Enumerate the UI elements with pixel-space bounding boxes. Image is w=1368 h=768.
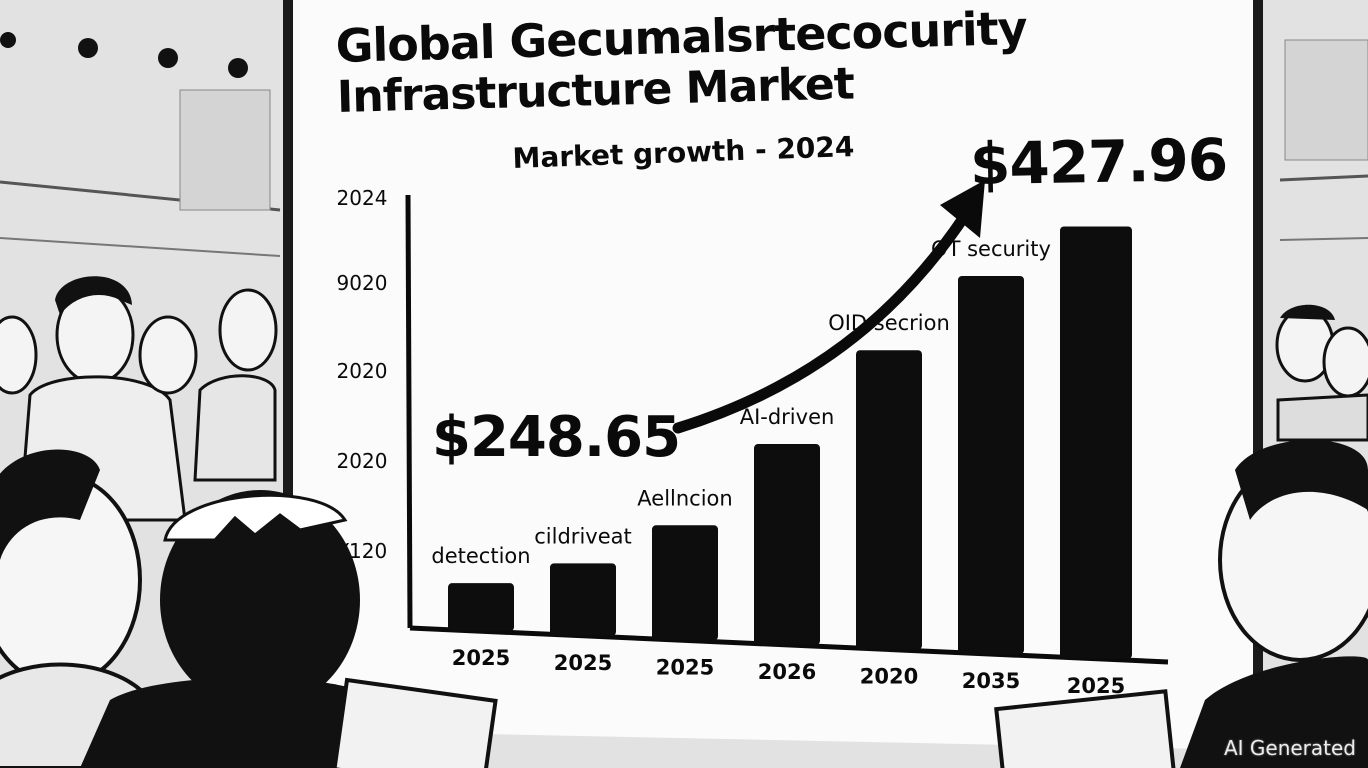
bar-7 [1060,226,1132,659]
bar-annotation: cildriveat [534,524,631,548]
seated-person-front-center [80,490,420,768]
y-tick-label: 9020 [337,271,388,295]
bar-annotation: detection [431,544,530,568]
seated-person-front-right [1180,440,1368,768]
bar-1 [448,583,514,632]
watermark: AI Generated [1223,736,1356,760]
x-tick-label: 2025 [452,646,510,670]
x-tick-label: 2025 [656,655,714,679]
bar-annotation: OID secrion [828,311,950,335]
x-tick-label: 2020 [860,664,918,688]
x-axis [409,625,1169,665]
standing-people-left [0,276,278,522]
x-tick-label: 2025 [554,651,612,675]
x-tick-label: 2026 [758,660,816,684]
seated-person-front-left [0,449,163,768]
start-value-label: $248.65 [432,405,681,470]
bar-6 [958,276,1024,655]
bar-4 [754,444,820,645]
bar-2 [550,563,616,636]
standing-people-right [1275,304,1368,442]
bar-5 [856,350,922,650]
x-tick-label: 2025 [1067,674,1125,698]
bar-annotation: AI-driven [740,405,835,429]
y-tick-label: 2020 [337,449,388,473]
ceiling-lights [0,32,248,78]
laptops [332,677,1176,768]
y-tick-label: 2024 [337,186,388,210]
bar-annotation: Aellncion [637,486,732,510]
growth-arrow-head [940,180,985,238]
growth-arrow [672,194,981,434]
bar-3 [652,525,718,641]
y-tick-label: 2020 [337,359,388,383]
x-tick-label: 2035 [962,669,1020,693]
y-axis [405,194,413,629]
